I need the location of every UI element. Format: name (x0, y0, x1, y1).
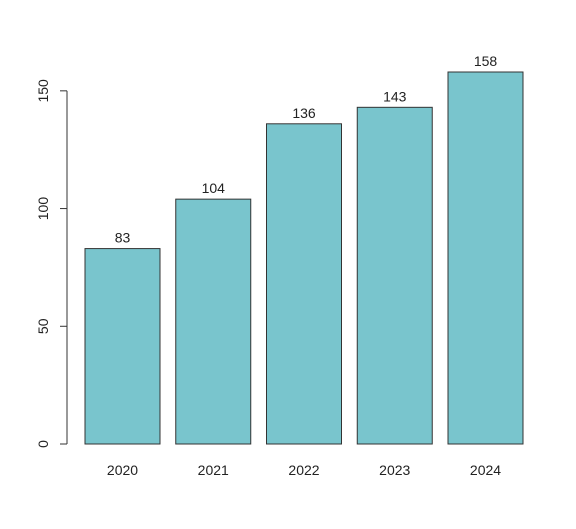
y-tick-label: 100 (35, 197, 51, 221)
bar (447, 71, 524, 445)
x-tick-label: 2022 (288, 462, 319, 478)
value-labels: 83 104 136 143 158 (115, 53, 498, 246)
bar (356, 106, 433, 445)
y-tick-label: 0 (35, 440, 51, 448)
bar-value-label: 104 (202, 180, 226, 196)
bar (84, 248, 161, 445)
bar (175, 198, 252, 445)
x-tick-label: 2020 (107, 462, 138, 478)
x-tick-label: 2023 (379, 462, 410, 478)
y-axis: 0 50 100 150 (35, 79, 68, 448)
bar-value-label: 143 (383, 88, 407, 104)
y-tick-label: 50 (35, 318, 51, 334)
x-axis-labels: 2020 2021 2022 2023 2024 (107, 462, 501, 478)
bar-value-label: 158 (474, 53, 498, 69)
bar (266, 123, 342, 445)
x-tick-label: 2021 (198, 462, 229, 478)
y-tick-label: 150 (35, 79, 51, 103)
bars (84, 71, 524, 445)
bar-value-label: 83 (115, 230, 131, 246)
bar-value-label: 136 (292, 105, 316, 121)
x-tick-label: 2024 (470, 462, 501, 478)
